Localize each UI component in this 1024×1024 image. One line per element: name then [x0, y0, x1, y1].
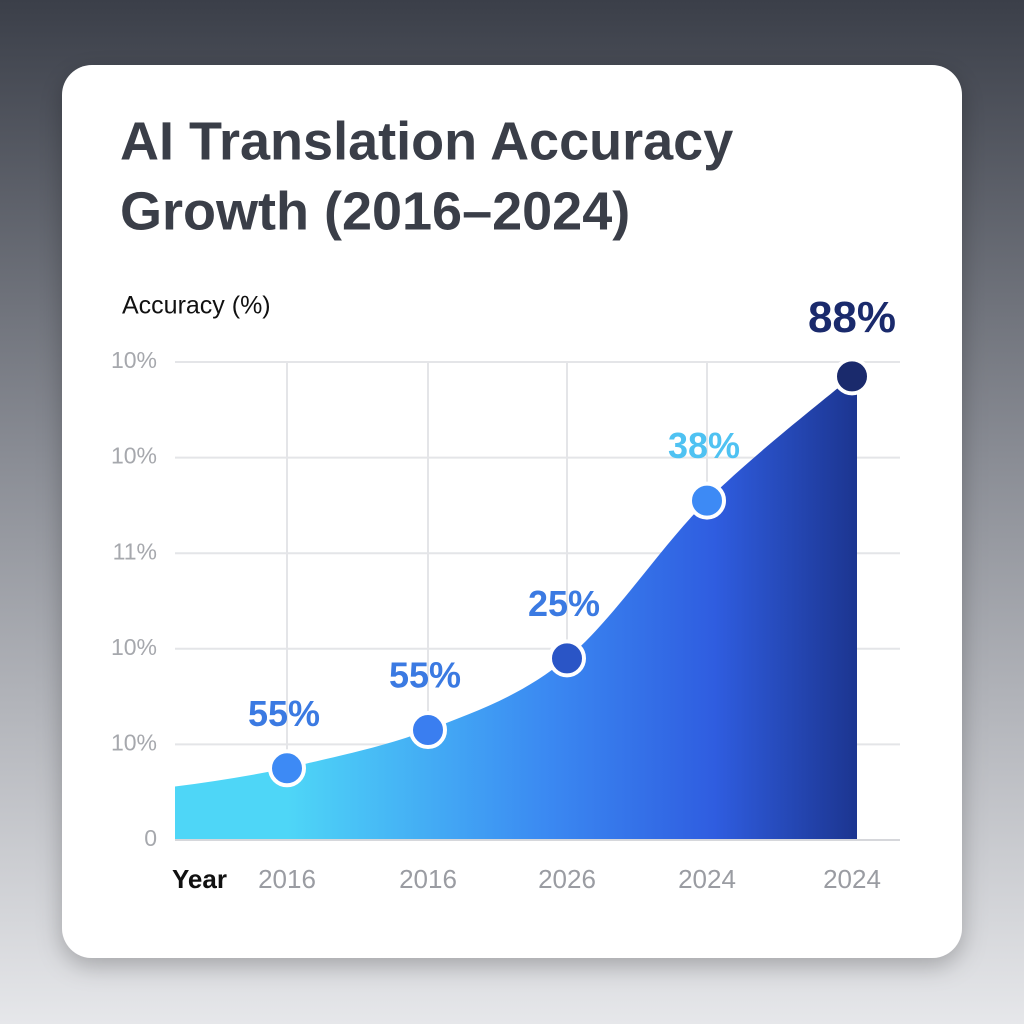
point-annotation: 55% — [389, 655, 461, 696]
y-tick-label: 11% — [113, 538, 157, 564]
data-point — [409, 711, 447, 750]
y-axis-label: Accuracy (%) — [122, 292, 271, 320]
x-axis-label: Year — [172, 864, 227, 894]
chart-title: AI Translation Accuracy — [120, 111, 733, 171]
point-annotation: 38% — [668, 425, 740, 466]
data-point — [548, 639, 586, 678]
chart-title: Growth (2016–2024) — [120, 181, 630, 241]
point-annotation: 55% — [248, 693, 320, 734]
x-tick-label: 2026 — [538, 864, 596, 894]
y-tick-label: 10% — [111, 443, 157, 469]
y-tick-label: 0 — [144, 825, 157, 851]
data-point — [268, 749, 306, 788]
x-tick-label: 2024 — [823, 864, 881, 894]
area-lead — [175, 768, 287, 840]
y-tick-label: 10% — [111, 347, 157, 373]
data-point — [833, 357, 871, 396]
plot: 0 10% 10% 11% 10% 10% 2016 2016 2026 2024 2024 55% 5… — [111, 293, 900, 894]
x-tick-label: 2016 — [399, 864, 457, 894]
point-annotation: 25% — [528, 583, 600, 624]
point-annotation: 88% — [808, 293, 896, 342]
x-tick-label: 2024 — [678, 864, 736, 894]
y-tick-label: 10% — [111, 729, 157, 755]
x-tick-label: 2016 — [258, 864, 316, 894]
y-tick-label: 10% — [111, 634, 157, 660]
data-point — [688, 481, 726, 520]
area — [287, 376, 857, 840]
